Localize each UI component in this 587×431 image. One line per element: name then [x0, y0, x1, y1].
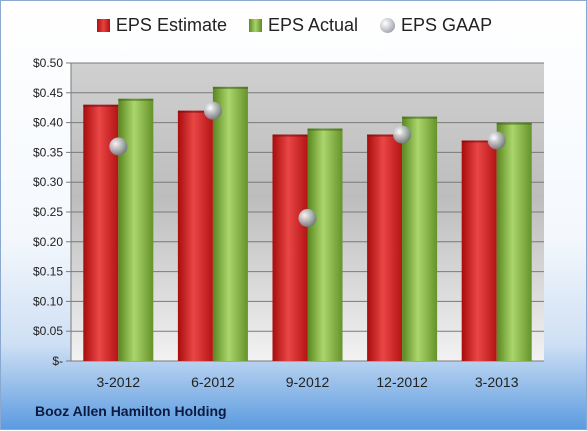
point-eps-gaap — [203, 101, 222, 120]
bar-eps-actual — [496, 122, 532, 361]
bar-eps-actual-top — [212, 86, 248, 89]
bar-eps-actual-top — [496, 122, 532, 125]
y-tick-label: $0.45 — [33, 86, 63, 100]
bar-eps-actual-top — [402, 116, 438, 119]
point-eps-gaap — [109, 137, 128, 156]
legend-item-gaap: EPS GAAP — [380, 15, 492, 36]
gaap-points — [109, 101, 506, 227]
y-tick-label: $0.35 — [33, 145, 63, 159]
legend-label-estimate: EPS Estimate — [115, 15, 227, 35]
bar-eps-estimate-top — [272, 134, 308, 137]
y-tick-label: $0.25 — [33, 205, 63, 219]
x-tick-label: 3-2012 — [97, 374, 141, 390]
bar-eps-estimate — [272, 134, 308, 361]
x-tick-label: 3-2013 — [475, 374, 519, 390]
y-axis-ticks: $- $0.05 $0.10 $0.15 $0.20 $0.25 $0.30 $0.35 $0.… — [33, 56, 72, 368]
bar-eps-estimate-top — [83, 104, 119, 107]
bar-eps-estimate — [367, 134, 403, 361]
y-tick-label: $- — [52, 354, 63, 368]
bar-eps-actual — [118, 98, 154, 361]
point-eps-gaap — [487, 131, 506, 150]
bar-eps-actual-top — [118, 98, 154, 101]
legend-label-actual: EPS Actual — [267, 15, 359, 35]
bar-eps-actual — [402, 116, 438, 361]
legend-swatch-actual — [248, 19, 262, 32]
legend-swatch-gaap — [380, 18, 396, 33]
bar-eps-actual — [212, 86, 248, 361]
y-tick-label: $0.10 — [33, 294, 63, 308]
bar-eps-actual — [307, 128, 343, 361]
x-tick-label: 6-2012 — [191, 374, 235, 390]
y-tick-label: $0.15 — [33, 265, 63, 279]
point-eps-gaap — [393, 125, 412, 144]
bar-eps-estimate-top — [461, 140, 497, 143]
legend-item-estimate: EPS Estimate — [96, 15, 227, 36]
bar-eps-estimate-top — [177, 110, 213, 113]
legend-label-gaap: EPS GAAP — [401, 15, 493, 35]
bar-eps-estimate-top — [367, 134, 403, 137]
legend: EPS Estimate EPS Actual EPS GAAP — [1, 15, 587, 36]
y-tick-label: $0.50 — [33, 56, 63, 70]
y-tick-label: $0.20 — [33, 235, 63, 249]
legend-swatch-estimate — [96, 19, 110, 32]
y-tick-label: $0.30 — [33, 175, 63, 189]
bar-series — [83, 86, 532, 362]
legend-item-actual: EPS Actual — [248, 15, 359, 36]
y-tick-label: $0.05 — [33, 324, 63, 338]
x-tick-label: 9-2012 — [286, 374, 330, 390]
bar-eps-estimate — [177, 110, 213, 362]
company-name: Booz Allen Hamilton Holding — [35, 403, 227, 419]
point-eps-gaap — [298, 208, 317, 227]
bar-eps-actual-top — [307, 128, 343, 131]
x-axis-ticks: 3-2012 6-2012 9-2012 12-2012 3-2013 — [97, 374, 519, 390]
x-tick-label: 12-2012 — [376, 374, 428, 390]
bar-eps-estimate — [461, 140, 497, 361]
y-tick-label: $0.40 — [33, 116, 63, 130]
